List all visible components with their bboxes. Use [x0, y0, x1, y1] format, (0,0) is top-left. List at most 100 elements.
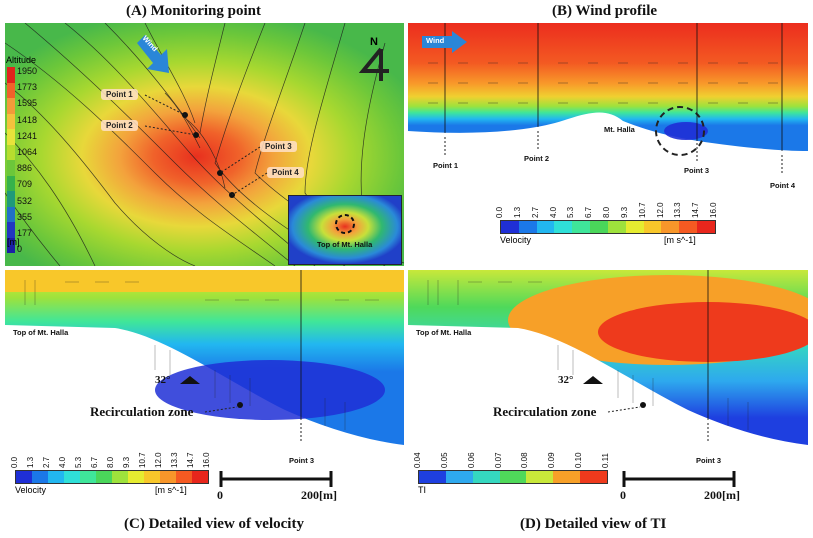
altitude-legend-value: 532 [17, 195, 33, 206]
summit-inset-map: Top of Mt. Halla [288, 195, 402, 265]
colorbar-swatch [419, 471, 446, 483]
altitude-legend-value: 1773 [17, 82, 38, 93]
altitude-legend-swatch [7, 113, 15, 129]
colorbar-tick-label: 9.3 [122, 456, 131, 468]
north-arrow-icon [359, 47, 389, 81]
colorbar-tick-label: 1.3 [26, 456, 35, 468]
ti-colorbar [418, 470, 608, 484]
colorbar-tick-label: 12.0 [655, 202, 665, 218]
colorbar-tick-label: 5.3 [74, 456, 83, 468]
inset-summit-label: Top of Mt. Halla [317, 240, 373, 249]
altitude-legend-swatch [7, 129, 15, 145]
colorbar-tick-label: 0.07 [493, 452, 503, 468]
scale-end: 200[m] [301, 488, 337, 502]
colorbar-tick-label: 0.08 [520, 452, 530, 468]
colorbar-swatch [128, 471, 144, 483]
velocity-detail-graphic [5, 270, 404, 455]
angle-label: 32° [558, 374, 574, 386]
colorbar-tick-label: 0.06 [466, 452, 476, 468]
colorbar-swatch [144, 471, 160, 483]
colorbar-swatch [48, 471, 64, 483]
colorbar-tick-label: 9.3 [619, 206, 629, 218]
scale-end: 200[m] [704, 488, 740, 502]
altitude-legend-swatch [7, 206, 15, 222]
colorbar-tick-label: 6.7 [584, 206, 594, 218]
panel-c-velocity-detail: Top of Mt. Halla 32° Recirculation zone … [5, 270, 404, 512]
altitude-legend-unit: [m] [7, 237, 20, 247]
summit-label: Top of Mt. Halla [416, 328, 472, 337]
altitude-legend-swatch [7, 237, 15, 253]
velocity-colorbar-label: Velocity [500, 235, 532, 245]
colorbar-swatch [625, 221, 644, 233]
altitude-legend-swatch [7, 98, 15, 114]
panel-b-wind-profile: Wind Mt. Halla Point 1 Point 2 Point 3 P… [408, 23, 808, 263]
colorbar-tick-label: 4.0 [548, 206, 558, 218]
altitude-legend-bar [7, 67, 15, 253]
colorbar-tick-label: 6.7 [90, 456, 99, 468]
panel-a-title: (A) Monitoring point [126, 3, 261, 19]
wind-arrow-icon [137, 35, 169, 73]
colorbar-swatch [553, 471, 581, 483]
colorbar-tick-label: 0.0 [495, 206, 504, 218]
colorbar-swatch [536, 221, 555, 233]
scale-start: 0 [620, 488, 626, 502]
colorbar-tick-label: 0.05 [439, 452, 449, 468]
colorbar-swatch [96, 471, 112, 483]
colorbar-swatch [554, 221, 573, 233]
panel-d-ti-detail: Top of Mt. Halla 32° Recirculation zone … [408, 270, 808, 512]
colorbar-tick-label: 2.7 [42, 456, 51, 468]
colorbar-swatch [112, 471, 128, 483]
colorbar-swatch [590, 221, 608, 233]
colorbar-swatch [572, 221, 591, 233]
scale-start: 0 [217, 488, 223, 502]
colorbar-swatch [80, 471, 96, 483]
colorbar-tick-label: 10.7 [138, 452, 147, 468]
colorbar-tick-label: 12.0 [154, 452, 163, 468]
altitude-legend-value: 355 [17, 211, 33, 222]
colorbar-tick-label: 0.04 [413, 452, 422, 468]
point-4-label: Point 4 [770, 181, 796, 190]
altitude-legend-value: 0 [17, 244, 23, 255]
colorbar-swatch [472, 471, 500, 483]
colorbar-tick-label: 0.11 [601, 453, 610, 468]
colorbar-swatch [32, 471, 48, 483]
ti-colorbar-label: TI [418, 485, 426, 495]
altitude-legend-swatch [7, 160, 15, 176]
altitude-legend-swatch [7, 191, 15, 207]
panel-d-title: (D) Detailed view of TI [520, 516, 667, 532]
colorbar-swatch [661, 221, 680, 233]
scale-bar [219, 471, 333, 487]
north-label: N [370, 36, 378, 48]
altitude-legend-value: 886 [17, 163, 33, 174]
point-4-label: Point 4 [267, 167, 304, 178]
point-3-label: Point 3 [260, 141, 297, 152]
colorbar-tick-label: 5.3 [566, 206, 576, 218]
colorbar-swatch [176, 471, 192, 483]
colorbar-swatch [499, 471, 527, 483]
colorbar-tick-label: 14.7 [186, 452, 195, 468]
colorbar-swatch [643, 221, 662, 233]
altitude-legend-value: 1064 [17, 147, 38, 158]
velocity-colorbar-unit: [m s^-1] [664, 235, 696, 245]
colorbar-tick-label: 1.3 [512, 206, 522, 218]
altitude-legend-value: 177 [17, 228, 33, 239]
colorbar-swatch [192, 471, 208, 483]
altitude-legend-value: 1950 [17, 66, 38, 76]
colorbar-swatch [445, 471, 473, 483]
altitude-legend-title: Altitude [6, 55, 37, 65]
point-2-label: Point 2 [524, 154, 550, 163]
colorbar-tick-label: 0.09 [547, 452, 557, 468]
colorbar-swatch [679, 221, 698, 233]
point-markers [144, 94, 268, 198]
altitude-legend-swatch [7, 67, 15, 83]
altitude-legend-value: 709 [17, 179, 33, 190]
altitude-legend-values: 1950 1773 1595 1418 1241 1064 886 709 532 355 177 0 [17, 63, 37, 257]
colorbar-swatch [160, 471, 176, 483]
point-3-label: Point 3 [289, 456, 315, 465]
terrain-map-graphic [5, 23, 404, 266]
panel-c-title: (C) Detailed view of velocity [124, 516, 304, 532]
colorbar-tick-label: 2.7 [530, 206, 540, 218]
colorbar-swatch [526, 471, 554, 483]
colorbar-tick-label: 16.0 [709, 202, 718, 218]
altitude-legend-swatch [7, 82, 15, 98]
